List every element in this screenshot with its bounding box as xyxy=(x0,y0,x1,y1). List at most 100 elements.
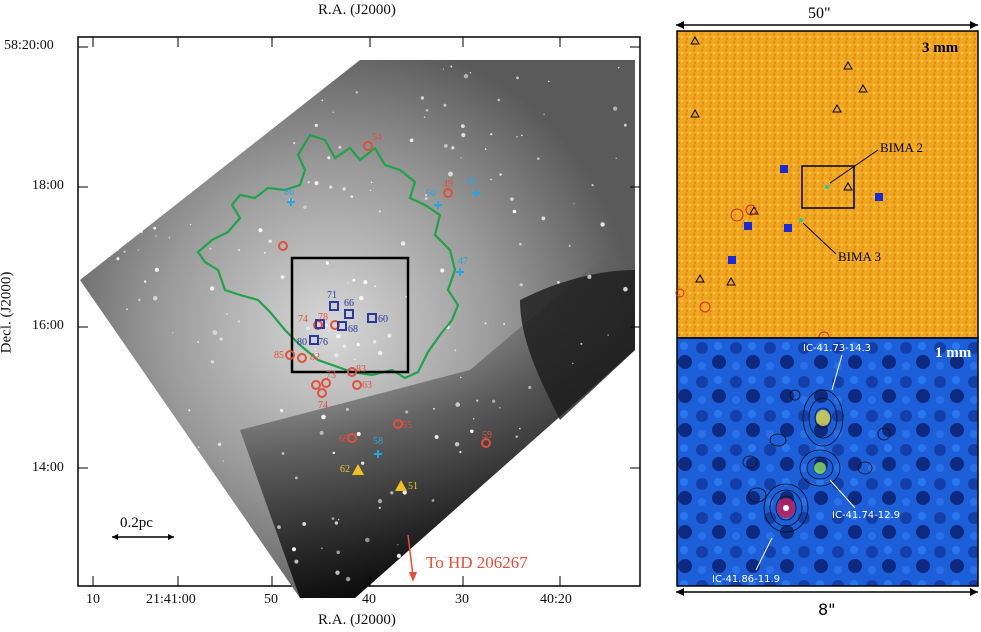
source-label: 59 xyxy=(482,430,492,441)
star xyxy=(370,189,372,191)
blue-square-markers xyxy=(728,165,883,264)
y-tick-label: 58:20:00 xyxy=(4,38,54,53)
star xyxy=(136,392,141,398)
star xyxy=(172,332,174,334)
source-label: 78 xyxy=(318,312,328,323)
star xyxy=(557,281,560,284)
star xyxy=(345,407,349,411)
star xyxy=(222,460,225,462)
star xyxy=(196,340,200,344)
star xyxy=(198,446,200,449)
star xyxy=(378,506,381,509)
star xyxy=(361,461,365,465)
star xyxy=(377,350,383,356)
star xyxy=(448,171,453,177)
star xyxy=(519,283,523,287)
star xyxy=(209,247,212,250)
green-contour xyxy=(196,133,460,380)
star xyxy=(370,181,373,184)
x-tick-label: 40:20 xyxy=(540,592,572,607)
star xyxy=(302,522,307,526)
red-markers xyxy=(278,141,491,448)
star xyxy=(484,322,487,325)
cyan-markers xyxy=(287,189,480,458)
star xyxy=(213,500,216,502)
star xyxy=(336,550,341,555)
star xyxy=(263,251,266,254)
star xyxy=(476,399,479,402)
y-tick-label: 16:00 xyxy=(32,318,64,333)
star xyxy=(253,539,257,544)
band-label-1mm: 1 mm xyxy=(935,345,972,361)
star xyxy=(116,248,119,251)
star xyxy=(246,146,249,148)
star xyxy=(402,490,407,495)
star xyxy=(88,299,92,304)
star xyxy=(548,80,550,83)
star xyxy=(237,320,240,323)
star xyxy=(396,553,401,559)
star xyxy=(355,91,358,94)
star xyxy=(347,282,349,284)
star xyxy=(154,267,159,272)
star xyxy=(342,187,346,191)
star xyxy=(623,123,627,127)
star xyxy=(499,173,502,176)
y-tick-label: 18:00 xyxy=(32,178,64,193)
star xyxy=(400,241,406,246)
star xyxy=(321,414,326,420)
star xyxy=(294,559,299,564)
source-label: 55 xyxy=(402,420,412,431)
star xyxy=(470,429,474,434)
star xyxy=(258,228,263,233)
star xyxy=(140,373,143,376)
star xyxy=(434,435,439,439)
source-label: 66 xyxy=(344,298,354,309)
star xyxy=(607,334,609,336)
y-tick-label: 14:00 xyxy=(32,460,64,475)
source-label: 82 xyxy=(310,352,320,363)
star xyxy=(209,286,215,291)
star xyxy=(450,65,453,68)
dark-lane xyxy=(520,270,635,420)
star xyxy=(390,491,394,495)
star xyxy=(377,499,383,504)
star xyxy=(405,295,408,298)
star xyxy=(180,467,185,472)
star xyxy=(568,244,571,247)
source-label: 46 xyxy=(466,176,476,187)
star xyxy=(314,348,317,351)
star xyxy=(90,366,95,371)
star xyxy=(104,324,107,328)
star xyxy=(473,418,475,420)
star xyxy=(295,476,298,480)
zoom-box xyxy=(290,256,410,374)
star xyxy=(155,235,157,237)
star xyxy=(189,223,192,226)
star xyxy=(443,103,447,107)
star xyxy=(378,210,382,213)
annotation-ic-41-74: IC-41.74-12.9 xyxy=(832,510,900,521)
star xyxy=(153,226,157,230)
source-label: 54 xyxy=(372,132,382,143)
star xyxy=(492,399,496,403)
star xyxy=(490,178,492,181)
bottom-axis-label: R.A. (J2000) xyxy=(318,612,396,628)
star xyxy=(285,108,289,111)
star xyxy=(303,205,307,209)
star xyxy=(158,434,164,440)
star xyxy=(335,570,340,575)
source-label: 76 xyxy=(318,337,328,348)
star xyxy=(454,349,457,352)
star xyxy=(280,275,285,279)
star xyxy=(228,517,232,521)
star-field xyxy=(88,65,628,582)
star xyxy=(314,181,319,186)
star xyxy=(365,537,370,543)
star xyxy=(168,237,171,239)
star xyxy=(331,517,335,520)
source-label: 80 xyxy=(297,337,307,348)
star xyxy=(219,337,223,341)
star xyxy=(281,452,285,455)
annotation-ic-41-86: IC-41.86-11.9 xyxy=(712,574,780,585)
